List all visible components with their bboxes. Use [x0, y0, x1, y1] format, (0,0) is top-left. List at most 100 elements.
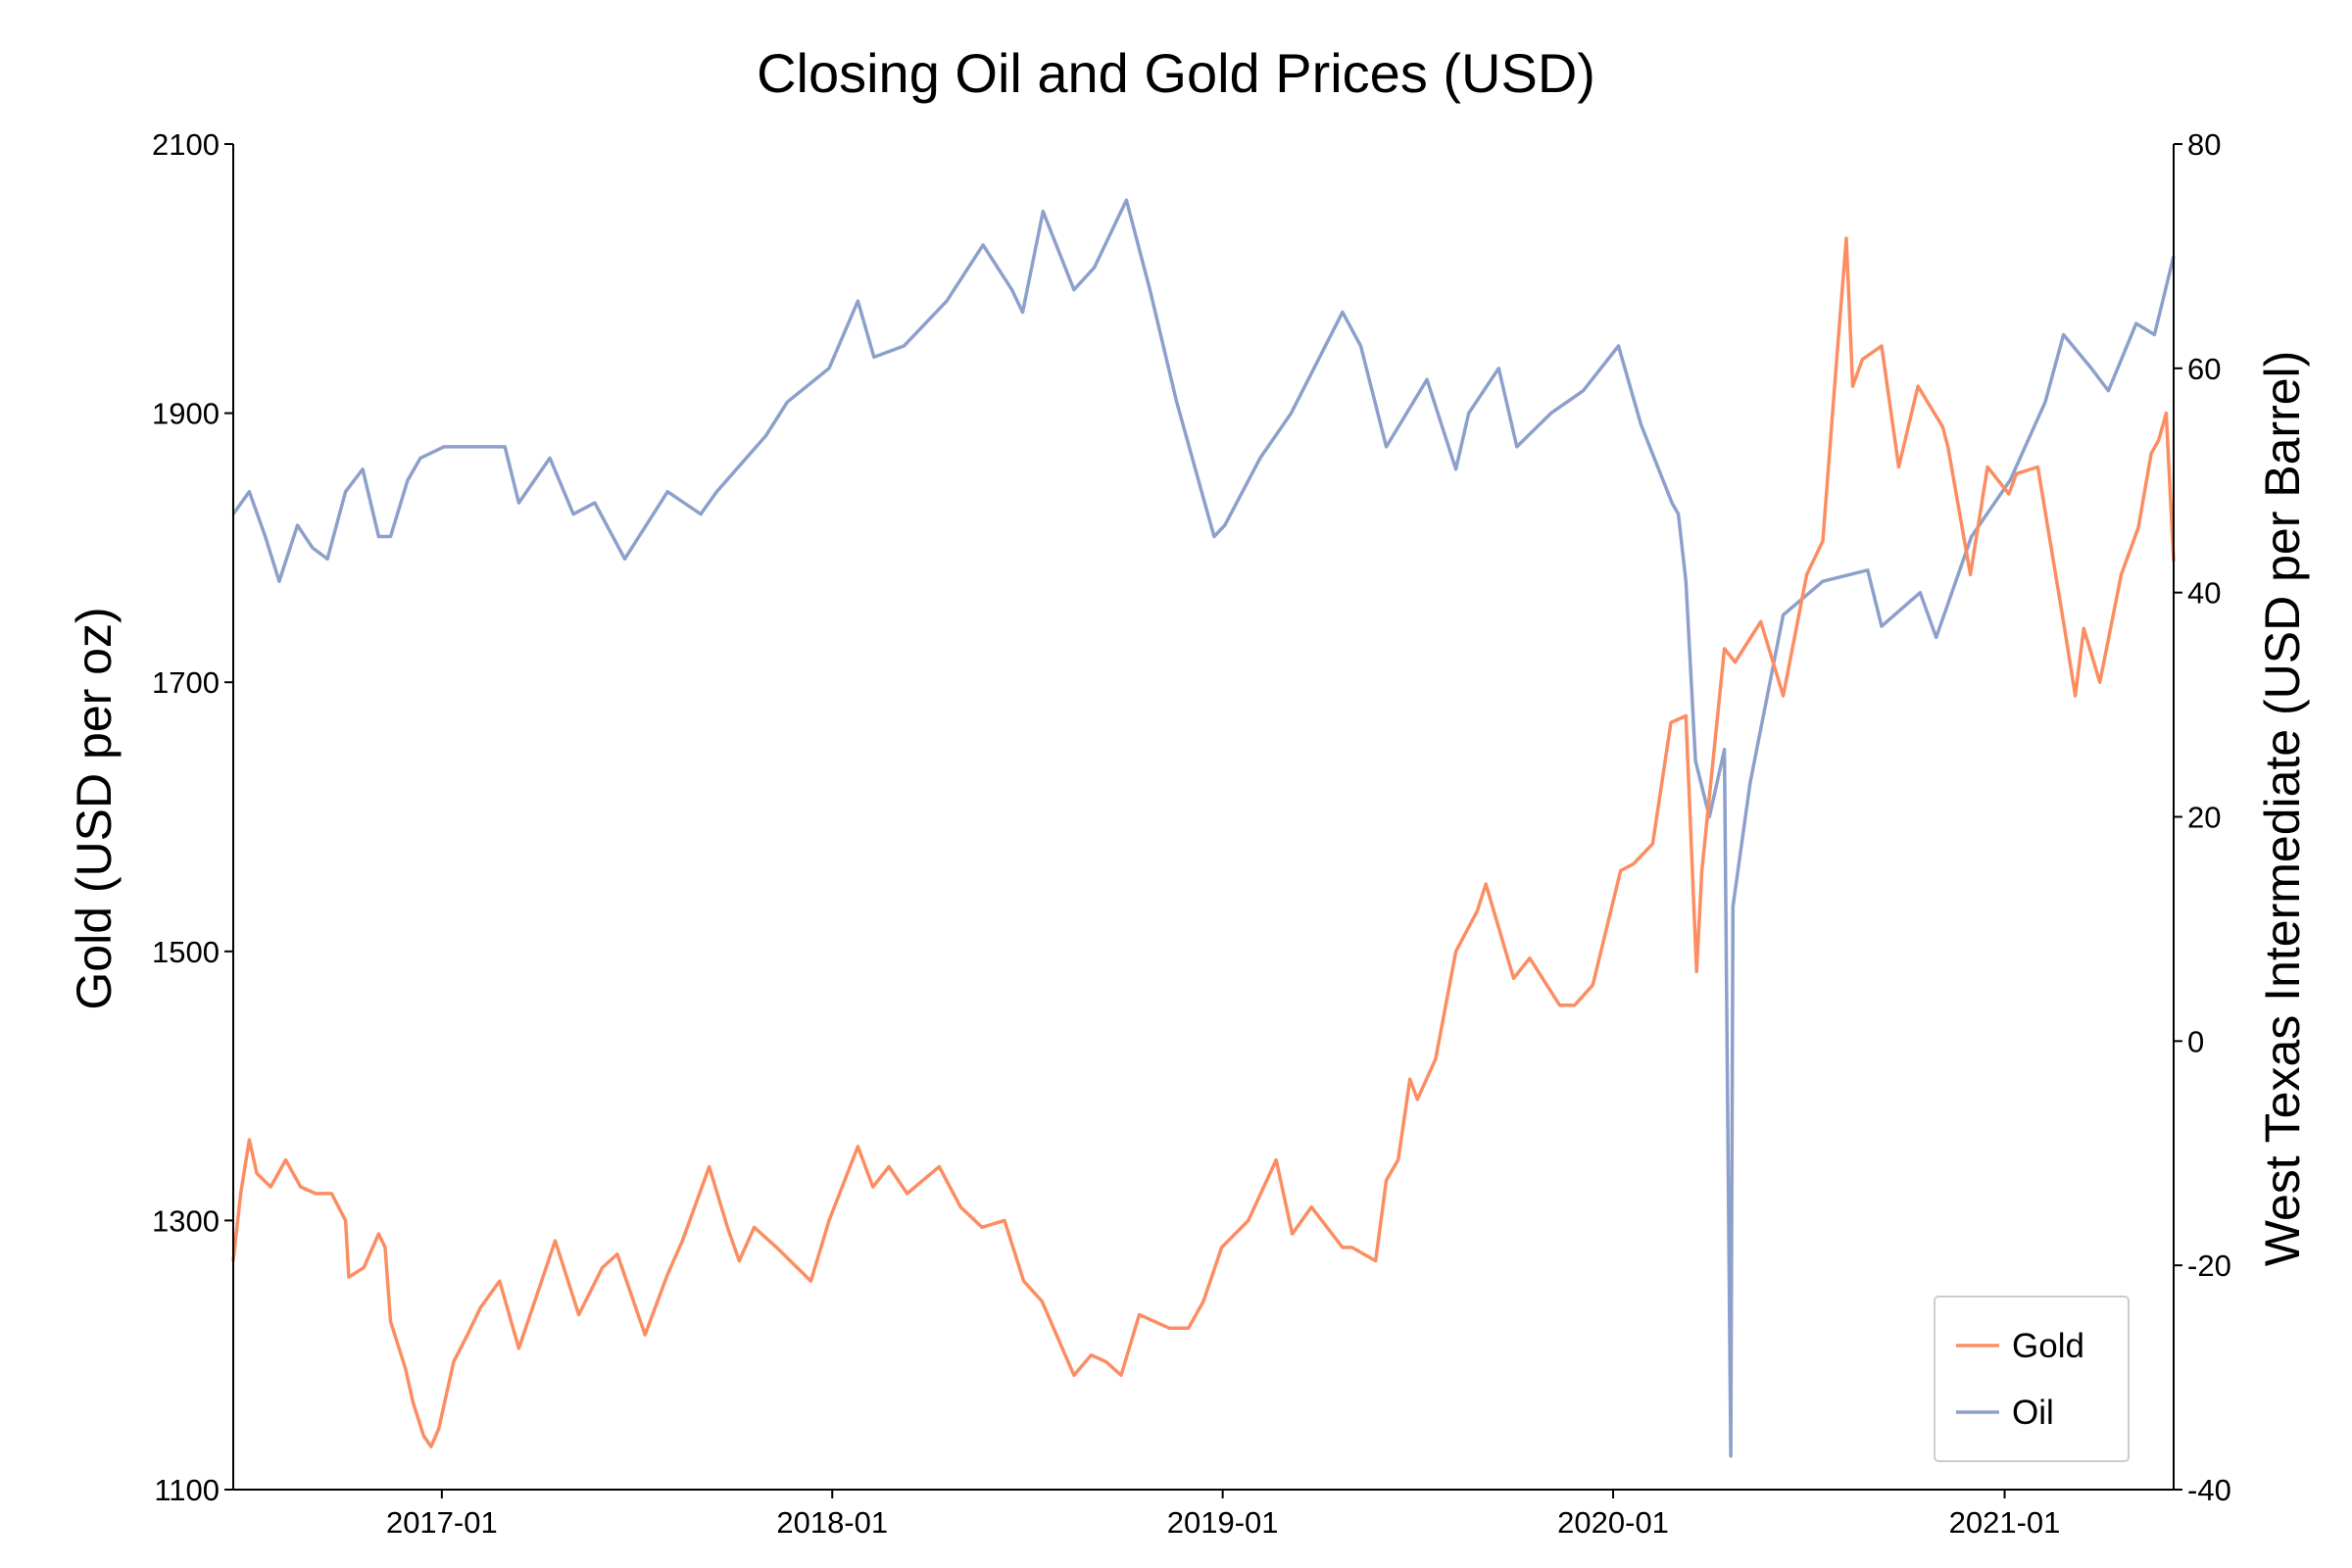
data-point-oil [903, 345, 905, 347]
data-point-oil [248, 491, 250, 493]
data-point-gold [1723, 648, 1725, 650]
data-point-gold [1695, 970, 1697, 972]
data-point-oil [1516, 446, 1518, 448]
right-y-tick-label: 80 [2187, 127, 2221, 162]
data-point-gold [1897, 466, 1899, 467]
data-point-oil [407, 479, 409, 481]
data-point-gold [1454, 951, 1456, 953]
data-point-gold [1275, 1158, 1277, 1160]
data-point-gold [248, 1139, 250, 1141]
data-point-gold [828, 1219, 830, 1221]
data-point-gold [2064, 627, 2066, 629]
data-point-gold [981, 1226, 983, 1228]
data-point-oil [389, 535, 391, 537]
data-point-oil [1073, 289, 1075, 291]
data-point-oil [1685, 580, 1687, 582]
data-point-oil [1468, 412, 1470, 414]
legend-frame [1935, 1297, 2129, 1461]
data-point-oil [2044, 401, 2046, 403]
data-point-oil [1176, 401, 1178, 403]
data-point-gold [1120, 1374, 1122, 1376]
data-point-gold [2015, 472, 2017, 474]
data-point-gold [1651, 843, 1653, 845]
data-point-gold [1351, 1247, 1353, 1249]
data-point-oil [489, 446, 491, 448]
data-point-gold [499, 1280, 501, 1282]
data-point-gold [1941, 425, 1943, 427]
data-point-gold [1342, 1247, 1344, 1249]
left-y-axis-title: Gold (USD per oz) [67, 607, 122, 1009]
data-point-oil [764, 434, 766, 436]
data-point-gold [938, 1165, 940, 1167]
data-point-oil [377, 535, 379, 537]
data-point-gold [412, 1401, 414, 1403]
data-point-oil [572, 513, 574, 514]
data-point-gold [1476, 909, 1478, 911]
right-y-axis-title: West Texas Intermediate (USD per Barrel) [2255, 351, 2310, 1267]
legend-label-gold: Gold [2012, 1327, 2084, 1365]
data-point-gold [1845, 237, 1847, 239]
data-point-gold [1485, 883, 1487, 885]
data-point-oil [623, 558, 625, 560]
data-point-gold [1138, 1313, 1140, 1315]
data-point-gold [1620, 869, 1622, 871]
data-point-oil [1723, 749, 1725, 751]
data-point-gold [1004, 1219, 1005, 1221]
data-point-gold [1512, 977, 1514, 979]
data-point-gold [1558, 1004, 1560, 1006]
data-point-gold [1529, 957, 1531, 959]
data-point-gold [857, 1146, 858, 1148]
data-point-oil [1094, 267, 1096, 269]
data-point-gold [906, 1193, 908, 1195]
data-point-gold [1310, 1206, 1312, 1208]
data-point-gold [1291, 1233, 1293, 1235]
data-point-gold [577, 1313, 579, 1315]
data-point-gold [1734, 661, 1736, 662]
data-point-oil [1671, 502, 1673, 504]
data-point-oil [1010, 289, 1012, 291]
data-point-gold [1861, 359, 1863, 361]
right-y-tick-label: 40 [2187, 576, 2221, 611]
data-point-gold [315, 1193, 317, 1195]
data-point-gold [1409, 1078, 1411, 1080]
data-point-gold [601, 1266, 603, 1268]
data-point-gold [666, 1273, 668, 1275]
data-point-oil [1125, 199, 1127, 201]
data-point-oil [1730, 1455, 1732, 1457]
data-point-gold [389, 1320, 391, 1322]
data-point-oil [504, 446, 506, 448]
data-point-gold [1835, 371, 1837, 373]
data-point-oil [1582, 390, 1584, 392]
data-point-gold [888, 1165, 890, 1167]
data-point-gold [1822, 540, 1824, 542]
data-point-gold [709, 1165, 710, 1167]
data-point-oil [344, 491, 346, 493]
data-point-oil [2153, 333, 2155, 335]
data-point-oil [1359, 345, 1361, 347]
data-point-gold [1397, 1158, 1399, 1160]
data-point-oil [1936, 636, 1937, 638]
data-point-oil [1881, 625, 1883, 627]
data-point-gold [479, 1306, 481, 1308]
data-point-gold [2008, 493, 2010, 495]
data-point-gold [1969, 573, 1971, 575]
data-point-oil [1640, 423, 1642, 425]
data-point-oil [1342, 311, 1344, 313]
data-point-gold [348, 1276, 350, 1278]
data-point-oil [1732, 906, 1734, 907]
data-point-gold [753, 1226, 755, 1228]
data-point-gold [1375, 1259, 1377, 1261]
data-point-gold [872, 1186, 874, 1188]
data-point-oil [517, 502, 519, 504]
data-point-oil [1259, 457, 1261, 459]
data-point-gold [2036, 466, 2038, 467]
data-point-gold [466, 1334, 468, 1336]
x-tick-label: 2017-01 [386, 1505, 498, 1540]
data-point-gold [2150, 453, 2152, 455]
left-y-tick-label: 1300 [152, 1203, 220, 1238]
data-point-oil [1497, 368, 1499, 369]
data-point-oil [1385, 446, 1387, 448]
right-y-tick-label: 60 [2187, 352, 2221, 386]
right-y-tick-label: -20 [2187, 1249, 2231, 1283]
data-point-gold [1851, 385, 1853, 387]
